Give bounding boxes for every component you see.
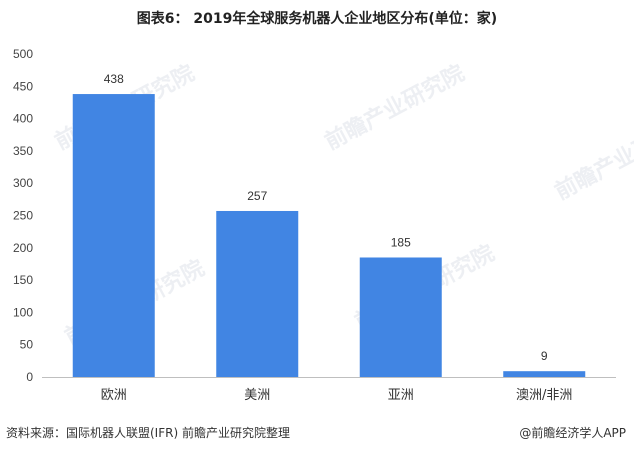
data-label: 9 xyxy=(541,349,548,363)
y-axis-ticks: 0 50 100 150 200 250 300 350 400 450 500 xyxy=(13,47,33,384)
y-tick-label: 400 xyxy=(13,112,33,126)
bar xyxy=(72,94,155,377)
data-label: 438 xyxy=(104,72,124,86)
y-tick-label: 0 xyxy=(26,370,33,384)
data-label: 257 xyxy=(247,189,267,203)
y-tick-label: 150 xyxy=(13,273,33,287)
data-label: 185 xyxy=(391,235,411,249)
x-axis-ticks: 欧洲 美洲 亚洲 澳洲/非洲 xyxy=(101,387,573,403)
watermark-text: 前瞻产业研究院 xyxy=(551,110,634,205)
x-tick-label: 亚洲 xyxy=(388,388,414,403)
y-tick-label: 450 xyxy=(13,79,33,93)
x-tick-label: 欧洲 xyxy=(101,388,127,403)
y-tick-label: 350 xyxy=(13,144,33,158)
bar xyxy=(216,210,299,377)
watermark-text: 前瞻产业研究院 xyxy=(321,60,469,155)
bar xyxy=(359,257,442,377)
bars xyxy=(72,94,586,377)
y-tick-label: 200 xyxy=(13,241,33,255)
x-tick-label: 澳洲/非洲 xyxy=(516,387,572,403)
y-tick-label: 300 xyxy=(13,176,33,190)
x-tick-label: 美洲 xyxy=(244,388,270,403)
source-note: 资料来源：国际机器人联盟(IFR) 前瞻产业研究院整理 xyxy=(6,426,290,440)
data-labels: 438 257 185 9 xyxy=(104,72,548,363)
y-tick-label: 500 xyxy=(13,47,33,61)
y-tick-label: 100 xyxy=(13,305,33,319)
chart-title: 图表6： 2019年全球服务机器人企业地区分布(单位：家) xyxy=(136,11,498,27)
y-tick-label: 250 xyxy=(13,209,33,223)
bar xyxy=(503,371,586,377)
y-tick-label: 50 xyxy=(20,338,34,352)
brand-credit: @前瞻经济学人APP xyxy=(519,426,626,440)
